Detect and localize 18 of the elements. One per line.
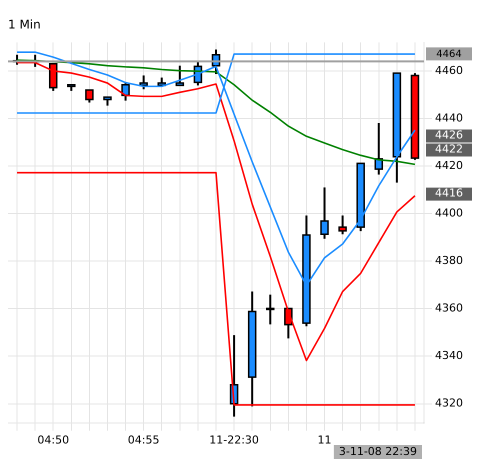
ref-line-label: 4464 <box>436 49 462 60</box>
text: 3-11-08 22:39 <box>338 444 418 458</box>
x-tick-label: 04:55 <box>128 433 160 446</box>
text: 4426 <box>435 128 463 142</box>
text: 4416 <box>435 186 463 200</box>
x-tick-label: 11 <box>318 433 332 446</box>
y-tick-label: 4420 <box>435 158 463 172</box>
y-tick-label: 4440 <box>435 111 463 124</box>
y-tick-label: 4400 <box>435 206 463 220</box>
x-tick-label: 04:50 <box>37 433 70 446</box>
y-tick-label: 4460 <box>435 64 463 77</box>
y-tick-label: 4360 <box>435 302 463 315</box>
y-tick-label: 4340 <box>435 349 463 362</box>
text: 4422 <box>435 142 463 156</box>
x-tick-label: 11-22:30 <box>209 433 259 446</box>
y-tick-label: 4320 <box>435 396 463 410</box>
chart-title: 1 Min <box>8 17 41 32</box>
y-tick-label: 4380 <box>435 254 463 267</box>
